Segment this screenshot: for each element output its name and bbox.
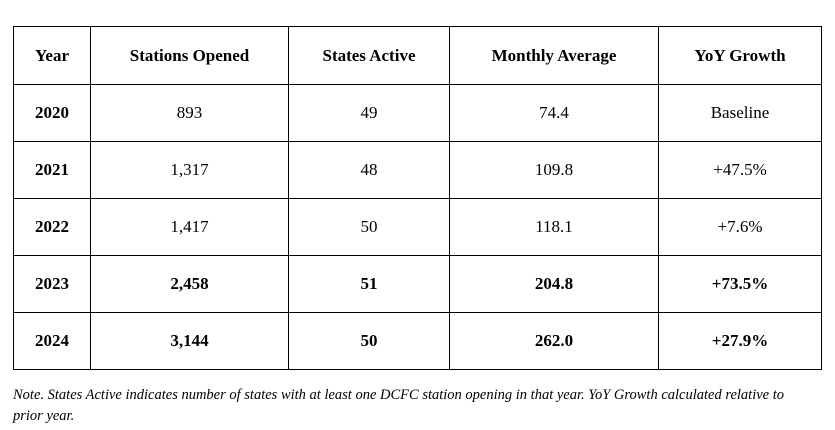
monthly-average-cell: 118.1: [449, 198, 659, 256]
header-stations-opened: Stations Opened: [90, 26, 289, 85]
table-note: Note. States Active indicates number of …: [13, 387, 784, 424]
header-monthly-average: Monthly Average: [449, 26, 659, 85]
year-cell: 2021: [13, 141, 91, 199]
monthly-average-cell: 109.8: [449, 141, 659, 199]
year-cell: 2020: [13, 84, 91, 142]
yoy-growth-cell: Baseline: [658, 84, 822, 142]
header-yoy-growth: YoY Growth: [658, 26, 822, 85]
states-active-cell: 50: [288, 198, 450, 256]
year-cell: 2023: [13, 255, 91, 313]
year-cell: 2022: [13, 198, 91, 256]
yoy-growth-cell: +27.9%: [658, 312, 822, 370]
yoy-growth-cell: +7.6%: [658, 198, 822, 256]
stations-table: Year Stations Opened States Active Month…: [13, 26, 822, 370]
table-row: 2022 1,417 50 118.1 +7.6%: [13, 198, 822, 256]
monthly-average-cell: 74.4: [449, 84, 659, 142]
table-row: 2023 2,458 51 204.8 +73.5%: [13, 255, 822, 313]
table-row: 2024 3,144 50 262.0 +27.9%: [13, 312, 822, 370]
year-cell: 2024: [13, 312, 91, 370]
monthly-average-cell: 262.0: [449, 312, 659, 370]
header-row: Year Stations Opened States Active Month…: [13, 26, 822, 85]
table-row: 2021 1,317 48 109.8 +47.5%: [13, 141, 822, 199]
table-row: 2020 893 49 74.4 Baseline: [13, 84, 822, 142]
states-active-cell: 50: [288, 312, 450, 370]
stations-opened-cell: 893: [90, 84, 289, 142]
states-active-cell: 48: [288, 141, 450, 199]
states-active-cell: 49: [288, 84, 450, 142]
stations-opened-cell: 1,317: [90, 141, 289, 199]
stations-opened-cell: 1,417: [90, 198, 289, 256]
header-states-active: States Active: [288, 26, 450, 85]
monthly-average-cell: 204.8: [449, 255, 659, 313]
yoy-growth-cell: +73.5%: [658, 255, 822, 313]
header-year: Year: [13, 26, 91, 85]
stations-opened-cell: 3,144: [90, 312, 289, 370]
yoy-growth-cell: +47.5%: [658, 141, 822, 199]
states-active-cell: 51: [288, 255, 450, 313]
stations-opened-cell: 2,458: [90, 255, 289, 313]
